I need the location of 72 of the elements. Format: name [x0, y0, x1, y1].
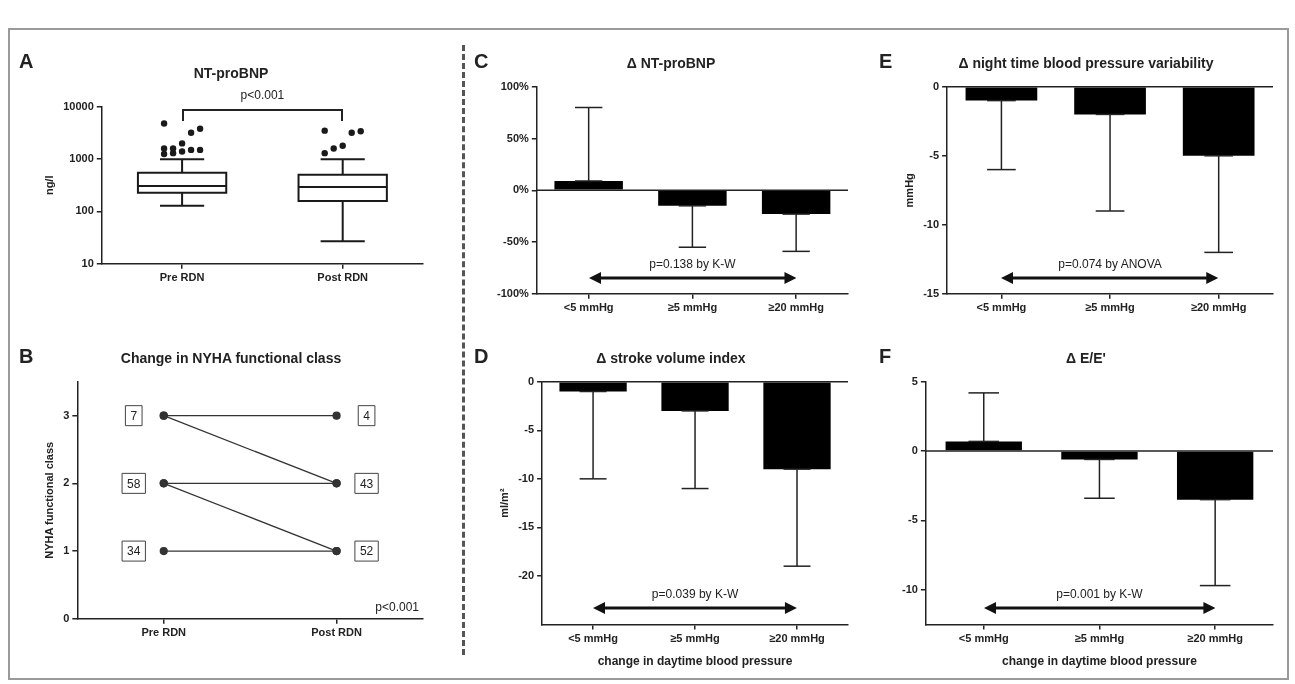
text: p<0.001 [240, 87, 285, 102]
y-axis-title: ng/l [42, 175, 55, 196]
y-tick-label: 100% [500, 79, 530, 92]
chart-title: Δ NT-proBNP [626, 55, 716, 72]
x-tick-label: <5 mmHg [568, 632, 618, 645]
y-axis-title: NYHA functional class [42, 441, 55, 559]
x-tick-label: Pre RDN [159, 271, 205, 284]
y-axis-title: mmHg [902, 173, 915, 208]
x-tick-label: ≥20 mmHg [768, 301, 824, 314]
annotation: p=0.001 by K-W [1056, 587, 1144, 602]
annotation: p<0.001 [375, 599, 420, 614]
text: E [879, 49, 893, 72]
x-tick-label: <5 mmHg [563, 301, 614, 314]
text: D [474, 344, 489, 367]
chart-title: Change in NYHA functional class [120, 350, 342, 367]
y-tick-label: 0 [527, 374, 535, 387]
y-tick-label: 100 [75, 204, 94, 217]
y-tick-label: 0 [63, 611, 70, 624]
x-tick-label: ≥20 mmHg [1190, 301, 1247, 314]
x-tick-label: <5 mmHg [976, 301, 1027, 314]
y-tick-label: -50% [503, 235, 530, 248]
y-tick-label: 2 [63, 476, 70, 489]
annotation: 34 [127, 544, 141, 559]
annotation: 58 [127, 476, 141, 491]
y-tick-label: 0% [512, 183, 530, 196]
y-tick-label: 3 [63, 408, 70, 421]
text: C [474, 49, 489, 72]
x-tick-label: ≥5 mmHg [1085, 301, 1135, 314]
y-tick-label: 1 [63, 544, 70, 557]
x-tick-label: ≥5 mmHg [1074, 632, 1125, 645]
annotation: p=0.138 by K-W [649, 256, 737, 271]
x-tick-label: ≥20 mmHg [769, 632, 825, 645]
x-tick-label: ≥5 mmHg [670, 632, 720, 645]
y-tick-label: 10000 [63, 99, 94, 112]
x-tick-label: Post RDN [311, 626, 362, 639]
y-tick-label: -5 [524, 423, 535, 436]
y-tick-label: -20 [518, 568, 535, 581]
x-tick-label: Pre RDN [141, 626, 187, 639]
text: A [19, 49, 34, 72]
annotation: p=0.074 by ANOVA [1058, 256, 1162, 271]
y-tick-label: -5 [929, 148, 940, 161]
x-tick-label: ≥5 mmHg [667, 301, 718, 314]
annotation: 43 [359, 476, 374, 491]
y-tick-label: -10 [923, 217, 940, 230]
text: F [879, 344, 892, 367]
y-tick-label: 5 [911, 374, 918, 387]
y-tick-label: 0 [932, 79, 940, 92]
annotation: p=0.039 by K-W [651, 587, 739, 602]
y-tick-label: -15 [923, 286, 940, 299]
chart-title: NT-proBNP [193, 65, 269, 82]
annotation: 7 [130, 408, 138, 423]
chart-title: Δ E/E' [1066, 350, 1106, 367]
y-tick-label: -10 [901, 582, 918, 595]
y-tick-label: -100% [497, 286, 530, 299]
y-axis-title: ml/m² [497, 488, 510, 518]
y-tick-label: 1000 [69, 152, 94, 165]
x-tick-label: <5 mmHg [958, 632, 1009, 645]
annotation: 4 [363, 408, 371, 423]
y-tick-label: 0 [911, 444, 918, 457]
chart-title: Δ night time blood pressure variability [958, 55, 1214, 72]
y-tick-label: -5 [908, 513, 918, 526]
y-tick-label: -15 [518, 520, 535, 533]
y-tick-label: 10 [81, 256, 94, 269]
x-axis-title: change in daytime blood pressure [1002, 654, 1198, 669]
x-tick-label: Post RDN [317, 271, 369, 284]
text: B [19, 344, 34, 367]
annotation: 52 [359, 544, 374, 559]
x-tick-label: ≥20 mmHg [1187, 632, 1243, 645]
y-tick-label: -10 [518, 471, 535, 484]
y-tick-label: 50% [506, 131, 529, 144]
chart-title: Δ stroke volume index [596, 350, 746, 367]
x-axis-title: change in daytime blood pressure [597, 654, 793, 669]
